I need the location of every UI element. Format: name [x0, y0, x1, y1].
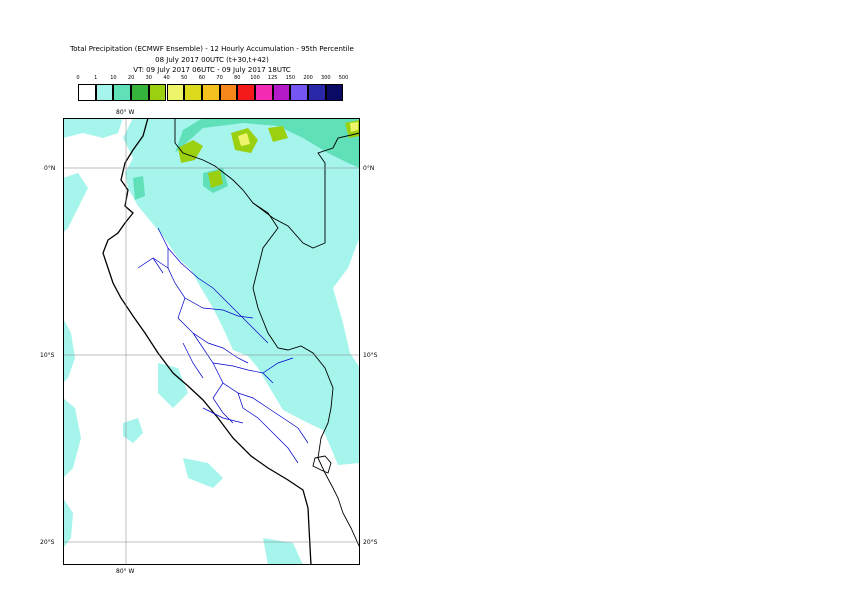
legend-threshold-label: 80	[234, 75, 241, 81]
legend-color-swatch	[237, 84, 255, 101]
precip-very-heavy-2	[350, 122, 358, 132]
legend-threshold-label: 200	[303, 75, 313, 81]
lon-label-top: 80° W	[116, 109, 135, 116]
precip-light-offshore-7	[123, 418, 143, 443]
precip-light-offshore-6	[183, 458, 223, 488]
graticule	[63, 118, 360, 565]
legend-color-swatch	[255, 84, 273, 101]
legend-threshold-label: 100	[250, 75, 260, 81]
legend-threshold-label: 150	[285, 75, 296, 81]
legend-threshold-label: 125	[267, 75, 278, 81]
precip-light-offshore-5	[158, 363, 188, 408]
map-frame	[63, 118, 360, 565]
country-border-east	[174, 118, 360, 249]
lat-label-left-10s: 10°S	[40, 352, 55, 359]
legend-threshold-label: 50	[181, 75, 188, 81]
legend-threshold-label: 30	[145, 75, 152, 81]
map-subtitle-base-time: 08 July 2017 00UTC (t+30,t+42)	[155, 56, 269, 64]
lat-label-left-20s: 20°S	[40, 539, 55, 546]
legend-color-swatch	[290, 84, 309, 101]
legend-color-swatch	[219, 84, 238, 101]
precip-heavy-5	[268, 126, 288, 142]
legend-color-swatch	[113, 84, 132, 101]
legend-threshold-label: 500	[338, 75, 349, 81]
precip-light-offshore-4	[63, 498, 73, 548]
legend-threshold-label: 300	[321, 75, 331, 81]
legend-color-swatch	[95, 84, 114, 101]
lat-label-right-20s: 20°S	[363, 539, 378, 546]
precip-medium-patch-2	[133, 176, 145, 200]
precip-very-heavy-1	[238, 133, 250, 146]
legend-threshold-label: 60	[198, 75, 206, 81]
legend-color-swatch	[272, 84, 291, 101]
map-subtitle-valid-time: VT: 09 July 2017 06UTC - 09 July 2017 18…	[133, 66, 291, 74]
precip-heavy-1	[178, 140, 203, 163]
precip-light-offshore-3	[63, 398, 81, 478]
legend-color-swatch	[308, 84, 326, 101]
coastline	[102, 118, 312, 565]
lat-label-right-0: 0°N	[363, 165, 375, 172]
legend-threshold-label: 10	[110, 75, 117, 81]
legend-color-swatch	[325, 84, 344, 101]
legend-color-swatch	[184, 84, 202, 101]
legend-color-swatch	[131, 84, 149, 101]
lat-label-left-0: 0°N	[44, 165, 56, 172]
precip-heavy-3	[208, 170, 223, 188]
legend-threshold-label: 40	[163, 75, 170, 81]
lon-label-bottom: 80° W	[116, 568, 135, 575]
legend-threshold-label: 20	[127, 75, 135, 81]
legend-color-swatch	[78, 84, 96, 101]
precip-light-offshore-8	[263, 538, 303, 565]
regional-boundaries	[137, 227, 309, 464]
country-border-south	[252, 202, 360, 549]
precip-light-offshore-2	[63, 318, 75, 383]
legend-threshold-label: 0	[76, 75, 80, 81]
precip-medium-north	[175, 118, 360, 168]
map-title: Total Precipitation (ECMWF Ensemble) - 1…	[70, 45, 354, 53]
legend-color-swatch	[166, 84, 185, 101]
precip-light-offshore-1	[63, 173, 88, 233]
legend-color-swatch	[201, 84, 220, 101]
legend-threshold-label: 70	[216, 75, 223, 81]
precipitation-map	[63, 118, 360, 565]
lat-label-right-10s: 10°S	[363, 352, 378, 359]
lake-titicaca	[312, 455, 332, 474]
legend-threshold-label: 1	[94, 75, 98, 81]
precip-light-land	[123, 118, 360, 465]
precip-light-offshore-9	[63, 118, 123, 138]
legend-color-swatch	[148, 84, 167, 101]
